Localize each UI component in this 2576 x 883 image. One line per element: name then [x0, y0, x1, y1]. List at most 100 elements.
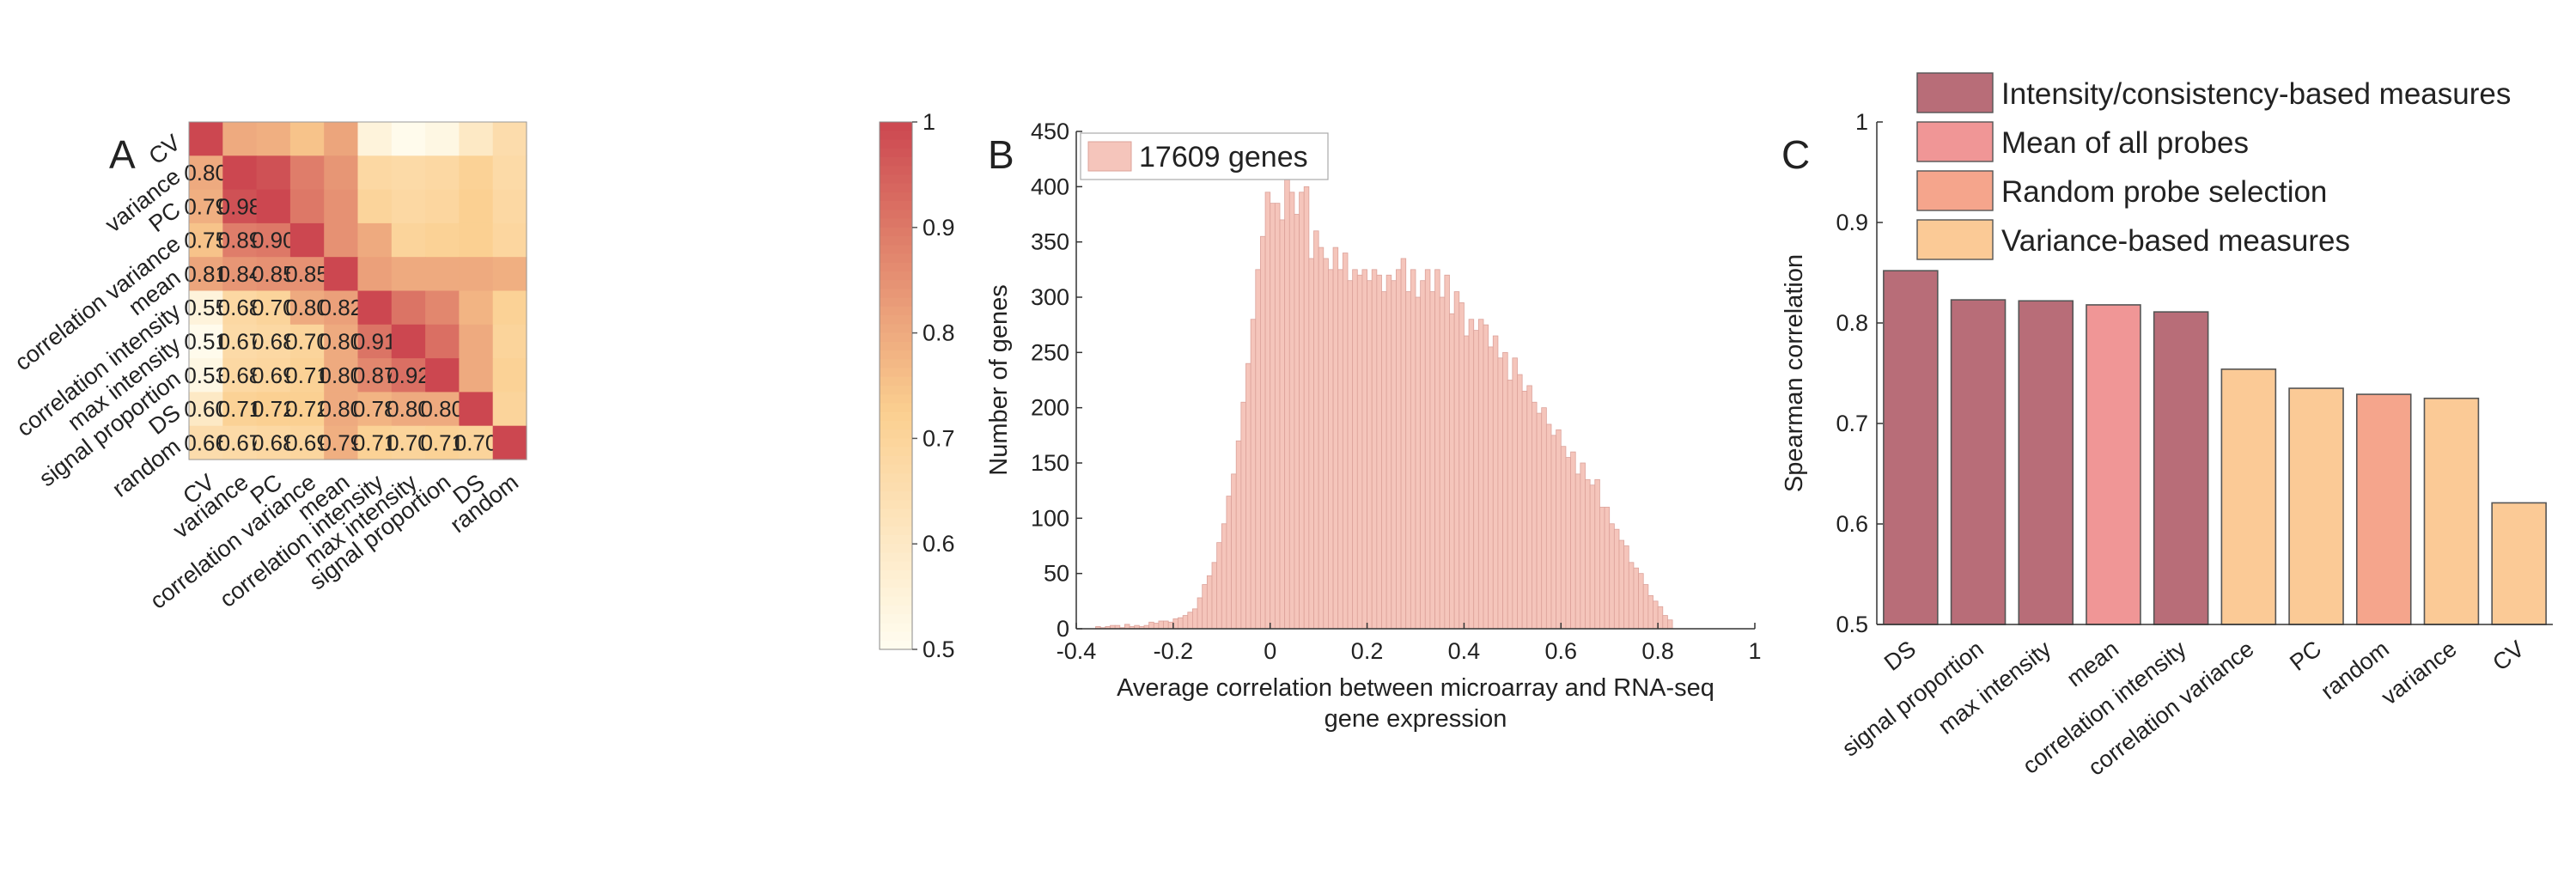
heatmap-cell [189, 324, 223, 359]
heatmap-cell [222, 358, 258, 393]
heatmap-cell [391, 324, 426, 359]
heatmap-cell [189, 155, 223, 191]
histogram-bar [1444, 274, 1450, 630]
histogram-bar [1250, 319, 1257, 630]
heatmap-cell-label: 0.70 [285, 328, 329, 354]
colorbar-segment [880, 473, 912, 484]
heatmap-cell [189, 392, 223, 427]
histogram-bar [1367, 280, 1373, 630]
y-axis-title: Spearman correlation [1781, 254, 1808, 492]
histogram-bar [1541, 407, 1547, 630]
heatmap-cell [357, 155, 393, 191]
heatmap-col-label: random [445, 469, 523, 538]
heatmap-cell [324, 425, 359, 460]
heatmap-cell [425, 155, 460, 191]
heatmap-cell [324, 122, 359, 156]
y-tick-label: 200 [1031, 395, 1069, 421]
heatmap-cell [289, 290, 325, 326]
bar-chart-bar [2153, 311, 2209, 625]
x-tick-label: CV [2488, 636, 2529, 676]
y-tick-label: 150 [1031, 450, 1069, 476]
y-tick-label: 450 [1031, 119, 1069, 144]
y-tick-label: 100 [1031, 505, 1069, 531]
heatmap-cell [256, 290, 291, 326]
bar-chart-bar [2018, 300, 2074, 625]
heatmap-cell-label: 0.71 [285, 362, 329, 388]
histogram-bar [1502, 351, 1508, 630]
colorbar-segment [880, 490, 912, 501]
heatmap-cell [289, 189, 325, 224]
heatmap-cell-label: 0.79 [320, 429, 363, 455]
colorbar-segment [880, 561, 912, 571]
heatmap-cell [425, 189, 460, 224]
histogram-bar [1178, 617, 1184, 630]
histogram-bar [1206, 575, 1213, 630]
heatmap-cell-label: 0.69 [285, 429, 329, 455]
heatmap-cell [492, 324, 527, 359]
histogram-bar [1570, 451, 1576, 630]
heatmap-cell [222, 257, 258, 292]
heatmap-cell-label: 0.85 [285, 261, 329, 287]
histogram-bar [1274, 203, 1281, 630]
legend-swatch [1916, 72, 1994, 113]
heatmap-cell-label: 0.68 [218, 295, 262, 320]
colorbar-segment [880, 376, 912, 387]
y-tick-label: 400 [1031, 174, 1069, 199]
histogram-bar [1255, 269, 1261, 630]
heatmap-cell-label: 0.85 [252, 261, 295, 287]
histogram-bar [1352, 269, 1358, 630]
heatmap-cell-label: 0.70 [252, 295, 295, 320]
heatmap-cell-label: 0.70 [454, 429, 498, 455]
heatmap-cell [289, 122, 325, 156]
heatmap-cell-label: 0.71 [353, 429, 397, 455]
heatmap-cell [459, 358, 494, 393]
heatmap-cell [357, 290, 393, 326]
histogram-bar [1536, 412, 1543, 630]
legend-label: Variance-based measures [2001, 224, 2350, 258]
heatmap-cell [256, 122, 291, 156]
histogram-bar [1308, 258, 1314, 630]
panel-a: A 0.800.790.980.750.890.900.810.840.850.… [10, 109, 955, 662]
y-tick-label: 350 [1031, 229, 1069, 255]
histogram-bar [1473, 330, 1479, 630]
heatmap-cell [256, 257, 291, 292]
histogram-bar [1468, 319, 1475, 630]
heatmap-cell [492, 122, 527, 156]
heatmap-cell [289, 222, 325, 258]
histogram-bar [1532, 401, 1538, 630]
colorbar-segment [880, 253, 912, 264]
colorbar-segment [880, 227, 912, 237]
histogram-bar [1192, 608, 1198, 630]
y-tick-label: 250 [1031, 339, 1069, 365]
heatmap-cell [256, 189, 291, 224]
heatmap-cell-label: 0.90 [252, 228, 295, 253]
colorbar-segment [880, 201, 912, 210]
heatmap-cell [324, 155, 359, 191]
heatmap-cell [357, 324, 393, 359]
heatmap-cell [256, 358, 291, 393]
histogram-bar [1599, 507, 1605, 630]
colorbar-segment [880, 411, 912, 422]
histogram-bar [1657, 606, 1664, 630]
heatmap-cell [289, 358, 325, 393]
heatmap-cell [459, 392, 494, 427]
heatmap-cell-label: 0.80 [320, 328, 363, 354]
histogram-bar [1647, 595, 1653, 630]
histogram-bar [1653, 600, 1659, 630]
heatmap-cell-label: 0.80 [184, 160, 228, 186]
histogram-bar [1240, 401, 1246, 630]
histogram-bar [1245, 362, 1251, 630]
heatmap-cell [222, 392, 258, 427]
heatmap-cell [357, 425, 393, 460]
heatmap-cell [189, 222, 223, 258]
histogram-bar [1415, 296, 1422, 630]
heatmap-cell [425, 324, 460, 359]
histogram-bar [1574, 473, 1581, 630]
heatmap-cell-label: 0.82 [320, 295, 363, 320]
colorbar-segment [880, 552, 912, 563]
heatmap-cell-label: 0.68 [252, 328, 295, 354]
y-tick-label: 300 [1031, 284, 1069, 310]
histogram-bar [1667, 619, 1673, 630]
